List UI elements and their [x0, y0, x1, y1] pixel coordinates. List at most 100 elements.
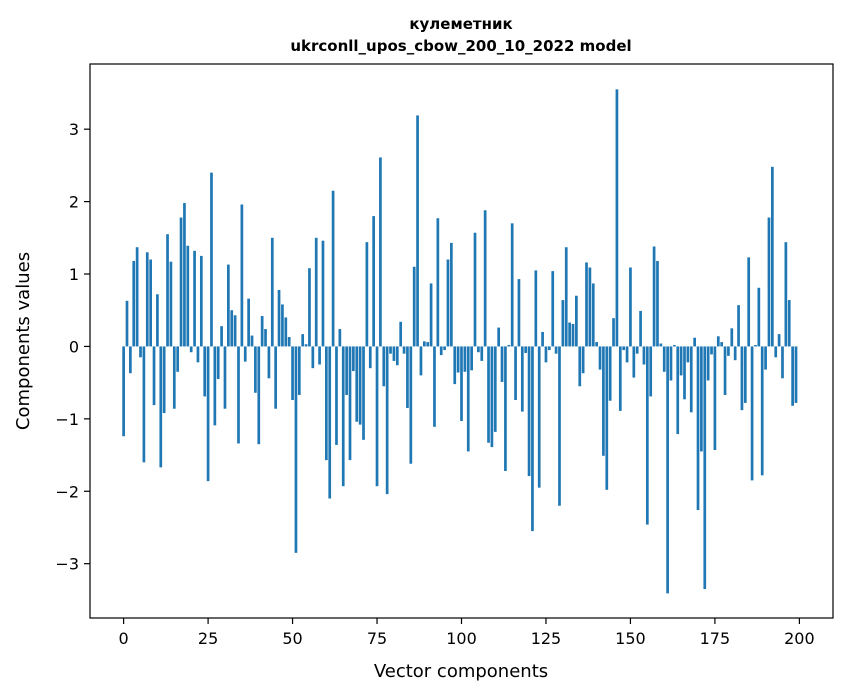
- y-tick-label: 0: [69, 337, 79, 356]
- x-tick-label: 0: [119, 629, 129, 648]
- bar-133: [571, 323, 575, 347]
- x-tick-label: 50: [282, 629, 302, 648]
- bar-146: [615, 89, 619, 347]
- bar-22: [196, 346, 200, 363]
- bar-70: [358, 346, 362, 425]
- bar-144: [608, 346, 612, 401]
- bar-102: [466, 346, 470, 452]
- bar-111: [497, 327, 501, 347]
- bar-187: [754, 344, 757, 347]
- bar-137: [585, 262, 588, 347]
- y-axis-ticks: −3 −2 −1 0 1 2 3: [55, 120, 90, 574]
- bar-68: [352, 346, 355, 372]
- bar-63: [335, 346, 338, 445]
- bar-161: [666, 346, 669, 594]
- bar-130: [561, 300, 565, 347]
- x-tick-label: 75: [367, 629, 387, 648]
- bar-42: [264, 329, 267, 347]
- chart-title: кулеметник: [409, 15, 512, 33]
- bar-92: [433, 346, 436, 427]
- bar-41: [260, 316, 264, 347]
- bar-83: [402, 346, 406, 354]
- bar-57: [314, 237, 318, 347]
- bar-0: [122, 346, 125, 437]
- bar-168: [689, 346, 693, 413]
- bar-121: [531, 346, 534, 532]
- bar-94: [439, 346, 443, 356]
- bar-71: [362, 346, 365, 440]
- bar-159: [659, 343, 663, 347]
- bar-67: [348, 346, 352, 461]
- bar-119: [524, 346, 528, 353]
- bar-143: [605, 346, 609, 490]
- bar-100: [460, 346, 463, 422]
- x-tick-label: 100: [446, 629, 477, 648]
- bar-44: [270, 237, 274, 347]
- bar-151: [632, 346, 636, 378]
- bar-59: [321, 240, 325, 347]
- bar-188: [757, 287, 761, 347]
- bar-86: [412, 266, 416, 347]
- bar-6: [142, 346, 146, 463]
- bar-25: [206, 346, 210, 482]
- bar-147: [618, 346, 622, 411]
- bar-141: [598, 346, 602, 370]
- bar-197: [787, 300, 791, 347]
- bar-8: [149, 259, 152, 347]
- bar-35: [240, 204, 244, 347]
- bar-66: [345, 346, 348, 395]
- bar-1: [125, 300, 129, 347]
- bar-128: [554, 346, 558, 354]
- bar-26: [210, 172, 213, 347]
- bar-27: [213, 346, 217, 426]
- plot-frame: [89, 63, 834, 619]
- bar-157: [652, 246, 656, 347]
- bar-179: [727, 346, 730, 356]
- bar-28: [216, 346, 220, 380]
- bar-191: [767, 217, 771, 347]
- bar-107: [483, 210, 487, 347]
- bar-97: [450, 242, 453, 347]
- bar-195: [781, 346, 784, 379]
- bar-132: [568, 322, 571, 347]
- bar-106: [480, 346, 484, 361]
- bar-85: [409, 346, 413, 464]
- bar-138: [588, 267, 592, 347]
- bar-93: [436, 218, 440, 347]
- bar-61: [328, 346, 332, 499]
- bar-10: [156, 294, 159, 347]
- bar-166: [683, 346, 686, 400]
- bar-131: [564, 247, 568, 347]
- x-axis-ticks: 0 25 50 75 100 125 150 175 200: [119, 618, 815, 648]
- bar-190: [764, 346, 767, 370]
- bar-31: [227, 264, 230, 347]
- bar-122: [534, 270, 538, 347]
- bar-150: [629, 267, 632, 347]
- bar-126: [548, 346, 551, 351]
- bar-183: [740, 346, 744, 411]
- bar-140: [595, 342, 598, 347]
- bar-9: [152, 346, 156, 406]
- x-tick-label: 200: [784, 629, 815, 648]
- bar-104: [473, 232, 477, 347]
- chart-subtitle: ukrconll_upos_cbow_200_10_2022 model: [290, 37, 631, 55]
- bar-46: [277, 289, 281, 347]
- bar-30: [223, 346, 227, 409]
- y-axis-label: Components values: [13, 252, 34, 430]
- bar-155: [645, 346, 649, 525]
- bar-164: [676, 346, 680, 435]
- y-tick-label: −1: [55, 410, 79, 429]
- bar-77: [382, 346, 386, 387]
- bar-114: [507, 344, 511, 347]
- bar-2: [129, 346, 132, 374]
- bar-45: [274, 346, 278, 409]
- bar-134: [575, 295, 578, 347]
- bar-171: [700, 346, 703, 452]
- bar-12: [162, 346, 166, 414]
- bar-62: [331, 190, 335, 347]
- bar-175: [713, 346, 717, 450]
- bar-196: [784, 242, 788, 347]
- bar-33: [233, 315, 237, 347]
- bar-165: [679, 346, 683, 376]
- bar-152: [635, 346, 639, 354]
